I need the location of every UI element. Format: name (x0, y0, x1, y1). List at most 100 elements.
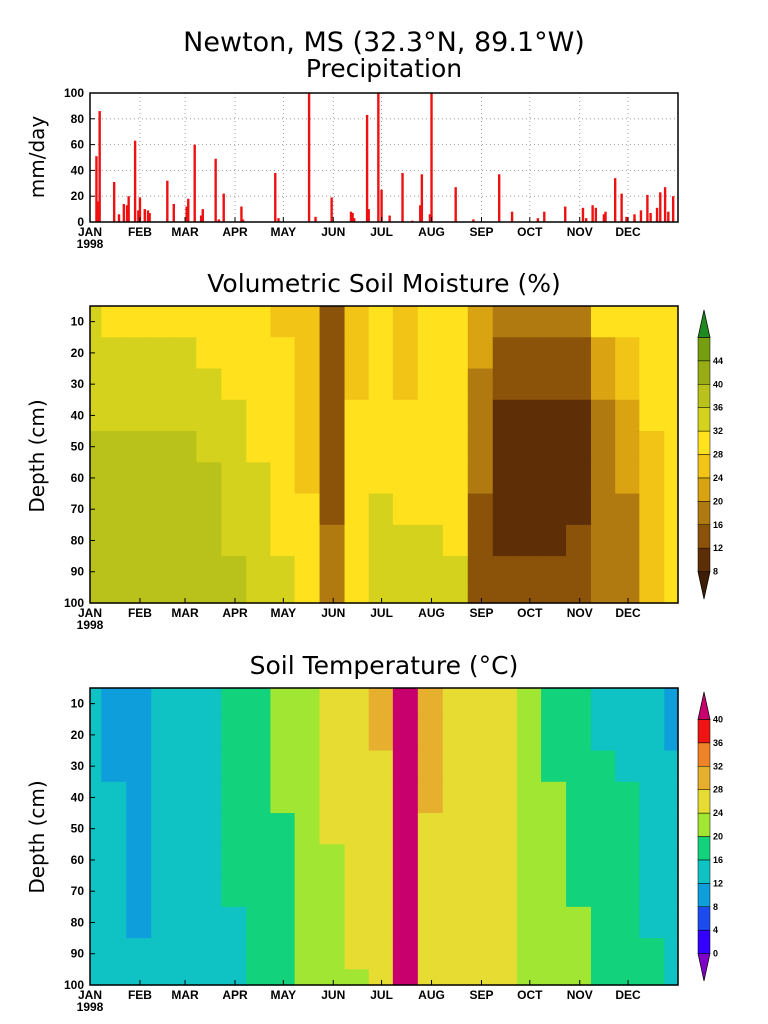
heatmap-cell (492, 875, 518, 908)
heatmap-cell (442, 462, 469, 495)
heatmap-cell (442, 969, 469, 986)
heatmap-cell (319, 938, 346, 970)
y-tick-label: 30 (71, 759, 85, 773)
heatmap-cell (615, 462, 640, 495)
heatmap-cell (591, 781, 616, 814)
heatmap-cell (591, 399, 616, 432)
heatmap-cell (246, 688, 272, 720)
precip-bar (639, 210, 643, 222)
heatmap-cell (541, 969, 567, 986)
precip-bar (472, 219, 475, 222)
precip-bar (143, 209, 146, 222)
precip-bar (380, 189, 383, 222)
heatmap-cell (467, 844, 494, 877)
x-tick-label: MAR (171, 225, 199, 239)
heatmap-cell (90, 368, 102, 401)
heatmap-cell (221, 719, 247, 752)
heatmap-cell (294, 844, 321, 877)
heatmap-cell (196, 781, 222, 814)
heatmap-cell (664, 524, 679, 557)
heatmap-cell (344, 493, 370, 526)
y-tick-label: 100 (64, 86, 84, 100)
heatmap-cell (270, 556, 296, 588)
heatmap-cell (566, 969, 592, 986)
precipitation-panel: mm/day 0 20 40 60 80 100 JAN FEB MAR APR MAY JUN JU… (25, 86, 679, 251)
heatmap-cell (270, 524, 296, 557)
heatmap-cell (151, 493, 175, 526)
heatmap-cell (368, 969, 394, 986)
x-tick-label: FEB (128, 988, 152, 1002)
precip-bar (367, 209, 370, 222)
heatmap-cell (344, 431, 370, 463)
y-tick-label: 0 (77, 215, 84, 229)
heatmap-cell (566, 306, 592, 338)
heatmap-cell (294, 719, 321, 752)
heatmap-cell (319, 524, 346, 557)
heatmap-cell (591, 750, 616, 783)
heatmap-cell (101, 688, 127, 720)
precip-bar (454, 187, 457, 222)
heatmap-cell (664, 431, 679, 463)
heatmap-cell (467, 493, 494, 526)
heatmap-cell (294, 431, 321, 463)
precip-bar (185, 206, 188, 222)
heatmap-cell (566, 587, 592, 604)
heatmap-cell (417, 938, 444, 970)
heatmap-cell (173, 399, 197, 432)
heatmap-cell (417, 556, 444, 588)
heatmap-cell (101, 938, 127, 970)
x-tick-label: AUG (418, 225, 445, 239)
heatmap-cell (173, 688, 197, 720)
heatmap-cell (639, 368, 665, 401)
heatmap-cell (591, 587, 616, 604)
heatmap-cell (664, 337, 679, 370)
heatmap-cell (566, 844, 592, 877)
precip-bar (349, 211, 353, 222)
heatmap-cell (344, 524, 370, 557)
heatmap-cell (221, 306, 247, 338)
heatmap-cell (196, 906, 222, 939)
heatmap-cell (319, 337, 346, 370)
heatmap-cell (664, 906, 679, 939)
x-tick-label: DEC (615, 225, 641, 239)
colorbar-tick-label: 24 (713, 473, 723, 483)
soil-temperature-title: Soil Temperature (°C) (250, 651, 519, 680)
heatmap-cell (196, 337, 222, 370)
x-tick-label: JUL (370, 606, 393, 620)
heatmap-cell (173, 844, 197, 877)
heatmap-cell (126, 337, 152, 370)
heatmap-cell (151, 587, 175, 604)
heatmap-cell (270, 906, 296, 939)
heatmap-cell (591, 688, 616, 720)
precip-frame (89, 92, 679, 223)
heatmap-cell (221, 813, 247, 845)
heatmap-cell (392, 306, 419, 338)
heatmap-cell (344, 368, 370, 401)
heatmap-cell (392, 431, 419, 463)
colorbar-tick-label: 44 (713, 356, 723, 366)
y-tick-label: 60 (71, 138, 85, 152)
heatmap-cell (516, 969, 542, 986)
heatmap-cell (368, 368, 394, 401)
heatmap-cell (344, 844, 370, 877)
heatmap-cell (442, 368, 469, 401)
heatmap-cell (173, 875, 197, 908)
heatmap-cell (319, 781, 346, 814)
precip-bar (581, 207, 585, 222)
y-tick-label: 70 (71, 502, 85, 516)
heatmap-cell (344, 306, 370, 338)
heatmap-cell (442, 431, 469, 463)
precip-bar (148, 212, 151, 222)
heatmap-cell (196, 688, 222, 720)
colorbar-tick-label: 8 (713, 567, 718, 577)
heatmap-cell (639, 750, 665, 783)
heatmap-cell (246, 493, 272, 526)
precip-bar (667, 211, 670, 222)
x-tick-label: JUL (370, 988, 393, 1002)
heatmap-cell (664, 493, 679, 526)
colorbar-segment (697, 524, 711, 549)
heatmap-cell (126, 399, 152, 432)
y-tick-label: 10 (71, 697, 85, 711)
heatmap-cell (615, 938, 640, 970)
heatmap-cell (221, 969, 247, 986)
